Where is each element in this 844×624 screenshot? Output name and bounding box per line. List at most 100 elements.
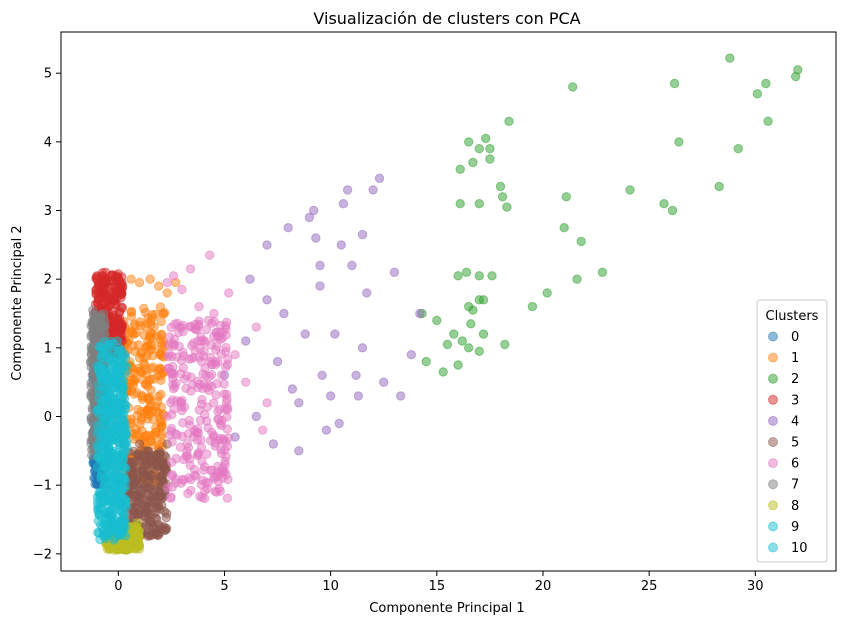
point-cluster-2	[559, 223, 569, 233]
point-cluster-6	[214, 414, 224, 425]
point-cluster-4	[262, 240, 272, 250]
point-cluster-1	[155, 350, 165, 360]
point-cluster-10	[117, 409, 127, 420]
point-cluster-2	[561, 192, 571, 202]
point-cluster-10	[118, 522, 129, 532]
point-cluster-6	[202, 416, 212, 426]
point-cluster-6	[177, 395, 187, 406]
point-cluster-10	[119, 462, 130, 472]
point-cluster-5	[132, 497, 143, 508]
point-cluster-10	[120, 494, 130, 504]
point-cluster-10	[116, 428, 127, 438]
point-cluster-4	[311, 233, 321, 243]
legend-marker	[768, 542, 778, 553]
point-cluster-4	[351, 370, 361, 380]
point-cluster-3	[100, 267, 111, 277]
series-4	[219, 173, 425, 456]
point-cluster-2	[542, 288, 552, 298]
legend-marker	[768, 521, 778, 532]
legend-label: 8	[791, 499, 799, 514]
point-cluster-2	[478, 295, 489, 305]
point-cluster-5	[161, 465, 171, 475]
point-cluster-1	[134, 277, 145, 288]
point-cluster-2	[453, 271, 463, 281]
point-cluster-2	[432, 315, 442, 326]
point-cluster-4	[357, 229, 368, 240]
legend-marker	[768, 458, 778, 469]
legend-marker	[768, 500, 778, 511]
point-cluster-6	[168, 341, 179, 351]
point-cluster-6	[211, 390, 221, 400]
point-cluster-10	[109, 521, 119, 532]
point-cluster-4	[272, 356, 283, 367]
point-cluster-6	[230, 350, 240, 360]
point-cluster-6	[262, 398, 272, 408]
point-cluster-6	[198, 475, 208, 486]
point-cluster-1	[125, 327, 135, 337]
point-cluster-4	[347, 260, 357, 271]
series-6	[162, 250, 272, 504]
point-cluster-10	[111, 378, 121, 388]
point-cluster-6	[167, 395, 178, 405]
point-cluster-6	[177, 405, 187, 416]
point-cluster-4	[362, 288, 372, 298]
point-cluster-5	[152, 458, 162, 468]
point-cluster-1	[157, 421, 167, 431]
point-cluster-5	[143, 512, 153, 522]
point-cluster-4	[279, 308, 289, 319]
y-tick-label: 4	[44, 135, 52, 150]
point-cluster-6	[216, 445, 226, 455]
point-cluster-4	[379, 377, 389, 387]
point-cluster-5	[154, 529, 164, 540]
point-cluster-2	[733, 144, 743, 154]
legend-label: 2	[791, 372, 799, 387]
legend-label: 7	[791, 478, 799, 493]
point-cluster-6	[164, 349, 174, 359]
point-cluster-1	[133, 340, 144, 350]
point-cluster-4	[415, 308, 425, 319]
point-cluster-6	[167, 368, 177, 379]
point-cluster-5	[137, 467, 147, 477]
point-cluster-4	[309, 205, 319, 216]
point-cluster-3	[111, 320, 121, 330]
point-cluster-10	[100, 437, 111, 447]
point-cluster-10	[105, 391, 116, 402]
point-cluster-4	[326, 391, 336, 401]
point-cluster-4	[338, 199, 349, 209]
point-cluster-6	[178, 347, 188, 357]
point-cluster-6	[167, 471, 177, 481]
point-cluster-6	[203, 315, 214, 326]
point-cluster-2	[487, 271, 497, 281]
x-tick-label: 20	[535, 579, 552, 594]
point-cluster-2	[568, 82, 578, 92]
point-cluster-6	[198, 335, 209, 346]
point-cluster-2	[763, 116, 773, 127]
point-cluster-5	[133, 509, 143, 519]
legend-title: Clusters	[766, 309, 819, 324]
point-cluster-9	[92, 361, 103, 371]
point-cluster-1	[126, 274, 136, 284]
point-cluster-5	[145, 528, 155, 538]
point-cluster-2	[474, 346, 484, 356]
point-cluster-10	[110, 488, 120, 499]
point-cluster-4	[396, 391, 406, 401]
point-cluster-6	[201, 324, 212, 335]
point-cluster-4	[251, 411, 261, 422]
point-cluster-6	[204, 250, 215, 260]
point-cluster-2	[464, 343, 474, 353]
y-axis-label: Componente Principal 2	[10, 225, 25, 380]
point-cluster-6	[202, 449, 212, 459]
point-cluster-5	[142, 446, 153, 456]
point-cluster-2	[752, 89, 763, 99]
point-cluster-6	[223, 433, 234, 443]
point-cluster-6	[167, 457, 177, 467]
point-cluster-1	[158, 308, 168, 319]
x-tick-label: 15	[429, 579, 446, 594]
point-cluster-5	[160, 525, 171, 535]
point-cluster-6	[202, 383, 212, 393]
point-cluster-7	[86, 356, 96, 367]
legend-label: 0	[791, 330, 799, 345]
point-cluster-6	[204, 371, 215, 382]
point-cluster-6	[222, 493, 233, 503]
point-cluster-6	[222, 359, 233, 370]
